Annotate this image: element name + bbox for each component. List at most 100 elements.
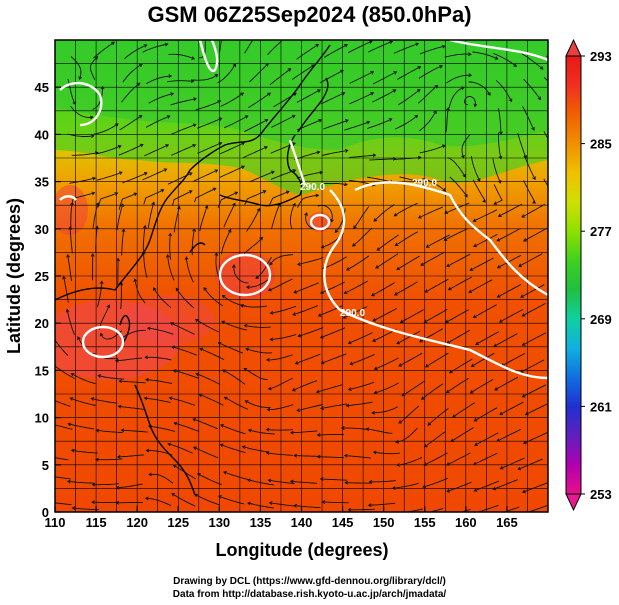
streamline-arrowhead bbox=[148, 472, 152, 477]
streamline bbox=[70, 105, 93, 118]
isotherm-northwest-fragment bbox=[59, 81, 103, 127]
colorbar-body bbox=[565, 55, 582, 495]
streamline-arrowhead bbox=[524, 411, 529, 416]
streamline bbox=[153, 287, 172, 308]
streamline bbox=[219, 165, 245, 178]
isotherm-warm-core-1 bbox=[218, 253, 272, 297]
streamline bbox=[322, 501, 349, 504]
streamline bbox=[69, 177, 96, 184]
streamline-arrowhead bbox=[473, 243, 477, 248]
streamline-arrowhead bbox=[415, 42, 420, 47]
streamline bbox=[118, 144, 144, 156]
streamline-arrowhead bbox=[317, 313, 322, 317]
streamline-arrowhead bbox=[192, 446, 197, 451]
streamline-arrowhead bbox=[170, 92, 175, 97]
streamline bbox=[297, 194, 319, 208]
streamline bbox=[121, 429, 148, 433]
streamline-arrowhead bbox=[143, 396, 148, 401]
streamline bbox=[522, 332, 547, 346]
streamline bbox=[395, 427, 418, 443]
streamline bbox=[217, 191, 238, 208]
streamline-arrowhead bbox=[62, 275, 66, 280]
streamline bbox=[316, 384, 343, 393]
streamline-arrowhead bbox=[396, 340, 401, 345]
streamline-arrowhead bbox=[518, 263, 523, 267]
streamline bbox=[375, 253, 399, 269]
streamline bbox=[398, 405, 420, 424]
streamline-arrowhead bbox=[245, 347, 250, 352]
streamline-arrowhead bbox=[144, 355, 149, 360]
streamline-arrowhead bbox=[341, 91, 346, 96]
streamline bbox=[401, 380, 425, 397]
streamline bbox=[468, 81, 491, 96]
streamline bbox=[472, 179, 486, 203]
streamline bbox=[444, 228, 469, 241]
streamline bbox=[295, 353, 321, 365]
streamline bbox=[446, 253, 471, 267]
streamline-arrowhead bbox=[92, 176, 97, 181]
streamline bbox=[493, 479, 518, 490]
streamline-arrowhead bbox=[365, 427, 370, 432]
colorbar-lower-arrow bbox=[565, 493, 582, 512]
streamline bbox=[218, 495, 245, 505]
streamline bbox=[418, 65, 443, 79]
isotherm-290-south bbox=[323, 189, 548, 380]
streamline bbox=[497, 132, 502, 159]
streamline bbox=[171, 144, 196, 156]
streamline bbox=[220, 92, 244, 107]
streamline bbox=[520, 284, 545, 298]
streamline bbox=[496, 227, 521, 242]
streamline bbox=[501, 353, 526, 367]
streamline-arrowhead bbox=[222, 369, 226, 373]
y-tick-label: 30 bbox=[35, 222, 49, 237]
streamline bbox=[372, 406, 398, 414]
streamline bbox=[69, 226, 73, 254]
streamline-arrowhead bbox=[304, 212, 308, 217]
streamline bbox=[145, 497, 172, 507]
streamline bbox=[63, 276, 69, 303]
streamline-arrowhead bbox=[285, 190, 290, 195]
streamline-arrowhead bbox=[398, 420, 402, 424]
streamline bbox=[70, 397, 96, 406]
streamline-arrowhead bbox=[268, 501, 273, 506]
streamline-arrowhead bbox=[421, 181, 426, 186]
streamline-arrowhead bbox=[447, 286, 452, 291]
streamline bbox=[221, 320, 247, 331]
streamline-arrowhead bbox=[214, 169, 219, 173]
streamline bbox=[268, 191, 290, 207]
streamline bbox=[220, 142, 245, 155]
streamline-arrowhead bbox=[393, 71, 398, 75]
streamline bbox=[521, 203, 546, 218]
streamline-arrowhead bbox=[70, 372, 75, 377]
streamline-arrowhead bbox=[91, 482, 96, 487]
japan-coast bbox=[219, 134, 303, 207]
streamline bbox=[223, 203, 236, 228]
streamline bbox=[523, 431, 548, 444]
streamline bbox=[473, 234, 498, 247]
streamline-arrowhead bbox=[372, 153, 377, 158]
contour-label-3: 290.0 bbox=[340, 308, 365, 319]
streamline bbox=[424, 309, 448, 323]
streamline bbox=[268, 278, 293, 291]
streamline bbox=[373, 451, 400, 455]
streamline bbox=[92, 483, 119, 486]
streamline-arrowhead bbox=[291, 114, 296, 119]
streamline-arrowhead bbox=[296, 262, 301, 266]
streamline-arrowhead bbox=[91, 500, 95, 505]
streamline bbox=[352, 227, 373, 247]
streamline-arrowhead bbox=[343, 290, 348, 295]
streamline bbox=[320, 327, 346, 339]
streamline bbox=[144, 144, 169, 157]
streamline bbox=[192, 74, 218, 81]
streamline-arrowhead bbox=[89, 115, 94, 120]
streamline bbox=[522, 303, 546, 317]
streamline-arrowhead bbox=[247, 501, 251, 506]
streamline bbox=[122, 63, 143, 83]
streamline bbox=[71, 449, 98, 454]
streamline-arrowhead bbox=[191, 56, 196, 60]
streamline bbox=[444, 53, 471, 58]
streamline-arrowhead bbox=[445, 319, 449, 324]
y-tick-label: 0 bbox=[42, 505, 49, 520]
streamline bbox=[449, 358, 473, 374]
streamline bbox=[142, 43, 168, 53]
